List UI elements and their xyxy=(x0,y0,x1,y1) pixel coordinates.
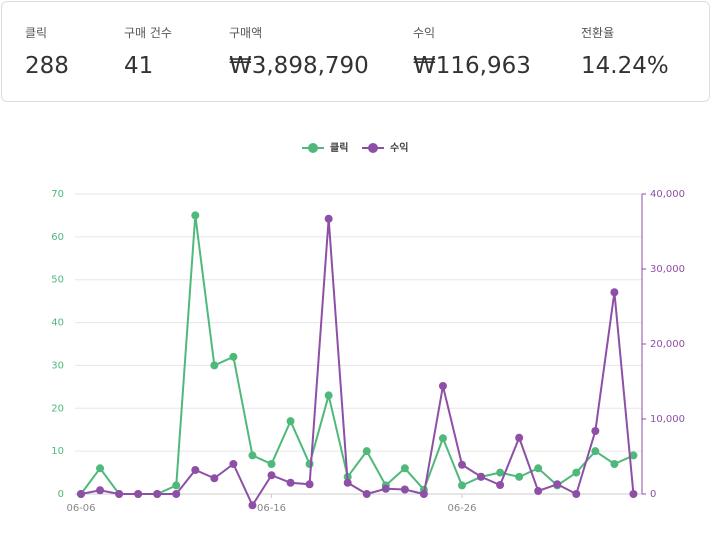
y-tick-label: 20 xyxy=(51,403,64,414)
data-point xyxy=(438,434,447,443)
y-tick-label: 30 xyxy=(51,360,64,371)
data-point xyxy=(210,474,219,483)
data-point xyxy=(248,501,257,510)
data-point xyxy=(438,382,447,390)
data-point xyxy=(343,478,352,487)
data-point xyxy=(419,490,428,498)
stat: 수익 ₩116,963 xyxy=(413,24,531,79)
y2-tick-label: 40,000 xyxy=(650,189,685,200)
y2-tick-label: 0 xyxy=(650,489,656,500)
data-point xyxy=(77,490,85,498)
data-point xyxy=(248,451,257,460)
stat: 클릭 288 xyxy=(25,24,69,79)
data-point xyxy=(534,487,543,495)
series-line xyxy=(80,218,635,508)
data-point xyxy=(229,460,238,468)
data-point xyxy=(362,490,371,498)
data-point xyxy=(191,211,200,220)
series-line xyxy=(80,215,634,495)
data-point xyxy=(629,490,638,498)
data-point xyxy=(362,447,371,456)
stat-label: 구매액 xyxy=(229,26,263,40)
stat-value: 14.24% xyxy=(581,53,669,79)
stat: 전환율 14.24% xyxy=(581,24,669,79)
stat-value: 288 xyxy=(25,53,69,79)
x-tick-label: 06-06 xyxy=(66,503,95,514)
stat-label: 구매 건수 xyxy=(124,26,172,40)
data-point xyxy=(400,485,409,494)
x-tick-label: 06-26 xyxy=(447,503,476,514)
data-point xyxy=(572,490,581,498)
data-point xyxy=(496,468,505,477)
data-point xyxy=(172,490,181,498)
data-point xyxy=(134,490,143,498)
stat: 구매 건수 41 xyxy=(124,24,172,79)
stat-value: ₩116,963 xyxy=(413,53,531,79)
data-point xyxy=(305,480,314,489)
data-point xyxy=(610,288,619,297)
stat-label: 수익 xyxy=(413,26,436,40)
data-point xyxy=(96,486,105,495)
data-point xyxy=(381,484,390,493)
data-point xyxy=(515,433,524,442)
data-point xyxy=(267,460,276,468)
data-point xyxy=(591,427,600,435)
data-point xyxy=(286,417,295,426)
x-tick-label: 06-16 xyxy=(257,503,286,514)
stat-value: ₩3,898,790 xyxy=(229,53,369,79)
y-tick-label: 60 xyxy=(51,232,64,243)
data-point xyxy=(400,464,409,473)
y2-tick-label: 30,000 xyxy=(650,264,685,275)
data-point xyxy=(153,490,162,498)
y-tick-label: 10 xyxy=(51,446,64,457)
data-point xyxy=(286,478,295,487)
stat: 구매액 ₩3,898,790 xyxy=(229,24,369,79)
legend-marker xyxy=(308,143,318,153)
legend-marker xyxy=(368,143,378,153)
data-point xyxy=(324,214,333,223)
stat-value: 41 xyxy=(124,53,154,79)
legend-label: 클릭 xyxy=(330,142,348,154)
summary-card: 클릭 288 구매 건수 41 구매액 ₩3,898,790 수익 ₩116,963 전환율 14… xyxy=(1,1,710,102)
y-tick-label: 0 xyxy=(58,489,64,500)
y-tick-label: 70 xyxy=(51,189,64,200)
data-point xyxy=(515,472,524,481)
data-point xyxy=(172,481,181,490)
y-tick-label: 40 xyxy=(51,318,64,329)
y-tick-label: 50 xyxy=(51,275,64,286)
data-point xyxy=(305,460,314,468)
y2-tick-label: 10,000 xyxy=(650,414,685,425)
stat-label: 전환율 xyxy=(581,26,615,40)
data-point xyxy=(477,472,486,481)
legend-label: 수익 xyxy=(390,142,408,154)
data-point xyxy=(534,464,543,473)
data-point xyxy=(629,451,638,460)
data-point xyxy=(267,471,276,480)
data-point xyxy=(210,361,219,370)
data-point xyxy=(324,391,333,400)
data-point xyxy=(610,460,619,468)
data-point xyxy=(115,490,124,498)
data-point xyxy=(553,480,562,489)
data-point xyxy=(191,466,200,474)
data-point xyxy=(591,447,600,456)
data-point xyxy=(458,460,466,469)
data-point xyxy=(229,352,238,361)
data-point xyxy=(96,464,105,473)
stat-label: 클릭 xyxy=(25,26,48,40)
data-point xyxy=(572,468,581,477)
y2-tick-label: 20,000 xyxy=(650,339,685,350)
data-point xyxy=(496,481,505,489)
data-point xyxy=(458,481,466,490)
